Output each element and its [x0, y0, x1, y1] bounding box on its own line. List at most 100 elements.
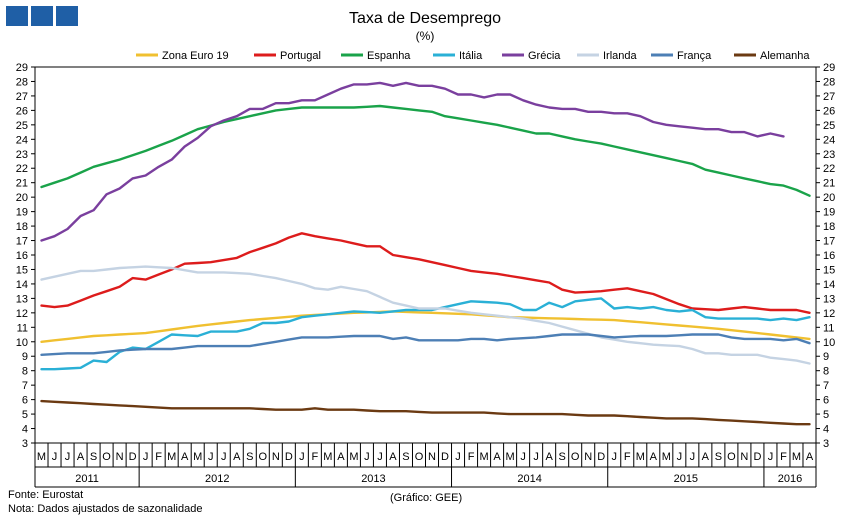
y-label-right-17: 17	[823, 236, 835, 248]
legend-label-5: Irlanda	[603, 50, 638, 62]
x-month-label-51: A	[702, 451, 710, 463]
x-month-label-0: M	[37, 451, 46, 463]
y-label-left-14: 14	[16, 279, 28, 291]
x-month-label-35: A	[493, 451, 501, 463]
plot-frame	[34, 66, 817, 444]
y-label-left-21: 21	[16, 178, 28, 190]
y-label-right-10: 10	[823, 337, 835, 349]
x-month-label-27: A	[389, 451, 397, 463]
y-label-left-3: 3	[22, 438, 28, 450]
y-label-left-26: 26	[16, 105, 28, 117]
x-month-label-1: J	[52, 451, 58, 463]
series-line-zona-euro-19	[40, 310, 811, 343]
x-month-label-49: J	[677, 451, 683, 463]
y-label-right-23: 23	[823, 149, 835, 161]
y-label-left-15: 15	[16, 264, 28, 276]
y-label-right-11: 11	[823, 322, 834, 334]
legend-label-7: Alemanha	[760, 50, 810, 62]
x-month-label-48: M	[662, 451, 671, 463]
legend-label-3: Itália	[459, 50, 483, 62]
x-month-label-52: S	[715, 451, 722, 463]
x-month-label-28: S	[402, 451, 409, 463]
x-month-label-53: O	[727, 451, 736, 463]
x-month-label-7: D	[129, 451, 137, 463]
y-label-left-18: 18	[16, 221, 28, 233]
y-label-right-15: 15	[823, 264, 835, 276]
y-label-right-12: 12	[823, 308, 835, 320]
x-month-label-19: D	[285, 451, 293, 463]
x-month-label-13: J	[208, 451, 214, 463]
x-year-label-2016: 2016	[778, 473, 802, 485]
seasonal-adjustment-note: Nota: Dados ajustados de sazonalidade	[8, 503, 203, 515]
x-month-label-15: A	[233, 451, 241, 463]
y-label-right-21: 21	[823, 178, 835, 190]
x-month-label-22: M	[323, 451, 332, 463]
x-month-label-59: A	[806, 451, 814, 463]
y-label-right-14: 14	[823, 279, 835, 291]
x-month-label-20: J	[299, 451, 305, 463]
x-month-label-44: J	[611, 451, 617, 463]
series-line-alemanha	[40, 399, 811, 426]
y-label-right-7: 7	[823, 380, 829, 392]
x-month-label-11: A	[181, 451, 189, 463]
x-month-label-55: D	[753, 451, 761, 463]
x-year-label-2013: 2013	[361, 473, 385, 485]
x-month-label-33: F	[468, 451, 475, 463]
x-month-label-36: M	[506, 451, 515, 463]
series-line-gr-cia	[40, 81, 785, 242]
x-month-label-46: M	[636, 451, 645, 463]
x-month-label-29: O	[415, 451, 424, 463]
y-label-left-6: 6	[22, 395, 28, 407]
y-label-left-9: 9	[22, 351, 28, 363]
y-label-right-3: 3	[823, 438, 829, 450]
y-label-right-18: 18	[823, 221, 835, 233]
legend-label-2: Espanha	[367, 50, 411, 62]
x-year-label-2014: 2014	[517, 473, 541, 485]
y-label-left-24: 24	[16, 134, 28, 146]
x-month-label-12: M	[193, 451, 202, 463]
x-month-label-17: O	[259, 451, 268, 463]
x-month-label-31: D	[441, 451, 449, 463]
y-label-left-4: 4	[22, 424, 28, 436]
y-label-left-29: 29	[16, 62, 28, 74]
y-label-right-20: 20	[823, 192, 835, 204]
x-month-label-45: F	[624, 451, 631, 463]
chart-title: Taxa de Desemprego	[349, 10, 501, 27]
chart-subtitle: (%)	[416, 29, 435, 43]
y-label-left-23: 23	[16, 149, 28, 161]
x-month-label-56: J	[768, 451, 774, 463]
y-label-left-22: 22	[16, 163, 28, 175]
y-label-right-22: 22	[823, 163, 835, 175]
x-month-label-18: N	[272, 451, 280, 463]
x-month-label-38: J	[533, 451, 539, 463]
x-month-label-14: J	[221, 451, 227, 463]
y-label-left-27: 27	[16, 91, 28, 103]
y-label-right-5: 5	[823, 409, 829, 421]
logo-square-3	[56, 6, 78, 26]
series-line-fran-a	[40, 333, 811, 356]
gee-logo	[6, 6, 78, 26]
logo-square-1	[6, 6, 28, 26]
y-label-right-26: 26	[823, 105, 835, 117]
series-line-portugal	[40, 232, 811, 314]
x-year-label-2012: 2012	[205, 473, 229, 485]
y-label-left-13: 13	[16, 293, 28, 305]
x-month-label-40: S	[559, 451, 566, 463]
logo-square-2	[31, 6, 53, 26]
y-label-left-25: 25	[16, 120, 28, 132]
x-month-label-37: J	[520, 451, 526, 463]
x-month-label-23: A	[337, 451, 345, 463]
x-month-label-54: N	[740, 451, 748, 463]
x-month-label-4: S	[90, 451, 97, 463]
x-month-label-43: D	[597, 451, 605, 463]
x-month-label-24: M	[349, 451, 358, 463]
x-month-label-32: J	[455, 451, 461, 463]
chart-credit: (Gráfico: GEE)	[390, 492, 463, 504]
x-month-label-47: A	[650, 451, 658, 463]
y-label-left-28: 28	[16, 76, 28, 88]
y-label-left-8: 8	[22, 366, 28, 378]
y-label-left-10: 10	[16, 337, 28, 349]
series-line-it-lia	[40, 297, 811, 371]
x-month-label-41: O	[571, 451, 580, 463]
x-month-label-30: N	[428, 451, 436, 463]
